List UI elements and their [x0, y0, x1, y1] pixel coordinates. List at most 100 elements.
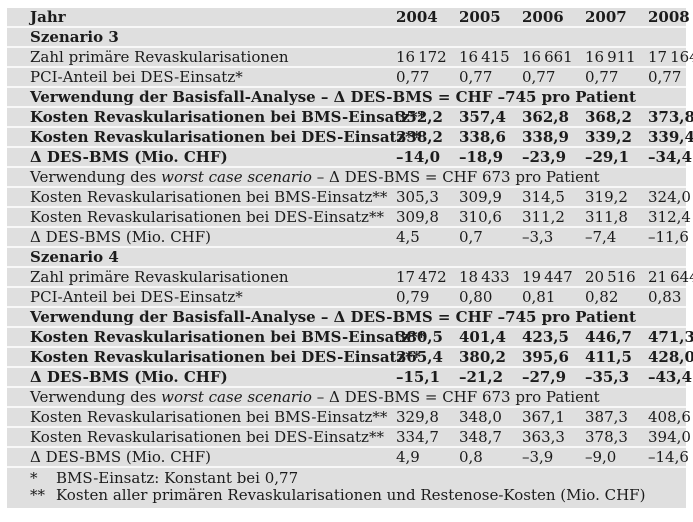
cell-value: 401,4 [459, 328, 506, 346]
footnote: * BMS-Einsatz: Konstant bei 0,77 [30, 470, 686, 487]
cell-value: 387,3 [585, 408, 628, 426]
cell-value: 423,5 [522, 328, 569, 346]
data-row: Kosten Revaskularisationen bei BMS-Einsa… [7, 108, 693, 128]
cell-value: 338,2 [396, 128, 443, 146]
data-row: Zahl primäre Revaskularisationen 16 172 16… [7, 48, 693, 68]
cell-value: 363,3 [522, 428, 565, 446]
subsection-text: Verwendung des [30, 168, 162, 186]
cell-value: 0,77 [648, 68, 682, 86]
data-row: Kosten Revaskularisationen bei DES-Einsa… [7, 208, 691, 228]
cell-value: 310,6 [459, 208, 502, 226]
row-label: Kosten Revaskularisationen bei DES-Einsa… [30, 428, 384, 446]
cell-value: 338,6 [459, 128, 506, 146]
cell-value: 352,2 [396, 108, 443, 126]
column-header-jahr: Jahr [30, 8, 66, 26]
column-header-year: 2004 [396, 8, 438, 26]
footnote: ** Kosten aller primären Revaskularisati… [30, 487, 686, 504]
cell-value: 16 911 [585, 48, 636, 66]
cell-value: 334,7 [396, 428, 439, 446]
row-label: Kosten Revaskularisationen bei BMS-Einsa… [30, 108, 426, 126]
cell-value: 362,8 [522, 108, 569, 126]
subsection-row: Verwendung der Basisfall-Analyse – Δ DES… [7, 88, 686, 108]
cell-value: 380,2 [459, 348, 506, 366]
cell-value: –23,9 [522, 148, 567, 166]
cell-value: 314,5 [522, 188, 565, 206]
cell-value: –29,1 [585, 148, 630, 166]
cell-value: 348,7 [459, 428, 502, 446]
cell-value: 319,2 [585, 188, 628, 206]
table-body: Szenario 3 Zahl primäre Revaskularisation… [7, 28, 693, 468]
row-label: PCI-Anteil bei DES-Einsatz* [30, 288, 243, 306]
data-row: Δ DES-BMS (Mio. CHF) 4,9 0,8 –3,9 –9,0 –14,6 [7, 448, 689, 468]
cell-value: 378,3 [585, 428, 628, 446]
footnote-text: BMS-Einsatz: Konstant bei 0,77 [56, 469, 299, 487]
cell-value: 16 661 [522, 48, 573, 66]
column-header-year: 2005 [459, 8, 501, 26]
row-label: Δ DES-BMS (Mio. CHF) [30, 148, 228, 166]
cell-value: 367,1 [522, 408, 565, 426]
subsection-text: – Δ DES-BMS = CHF 673 pro Patient [311, 388, 600, 406]
data-row: Δ DES-BMS (Mio. CHF) 4,5 0,7 –3,3 –7,4 –11,6 [7, 228, 689, 248]
cell-value: 0,77 [585, 68, 619, 86]
cell-value: 20 516 [585, 268, 636, 286]
row-label: Kosten Revaskularisationen bei DES-Einsa… [30, 128, 421, 146]
data-row: PCI-Anteil bei DES-Einsatz* 0,79 0,80 0,81 0… [7, 288, 686, 308]
cell-value: –18,9 [459, 148, 504, 166]
cell-value: –14,0 [396, 148, 441, 166]
subsection-row: Verwendung der Basisfall-Analyse – Δ DES… [7, 308, 686, 328]
cell-value: 16 172 [396, 48, 447, 66]
column-header-year: 2007 [585, 8, 627, 26]
cell-value: 311,2 [522, 208, 565, 226]
cell-value: –35,3 [585, 368, 630, 386]
cell-value: 339,2 [585, 128, 632, 146]
cell-value: 0,7 [459, 228, 483, 246]
row-label: Zahl primäre Revaskularisationen [30, 268, 289, 286]
cell-value: 305,3 [396, 188, 439, 206]
cell-value: –21,2 [459, 368, 504, 386]
cell-value: 19 447 [522, 268, 573, 286]
cell-value: 0,82 [585, 288, 619, 306]
cell-value: 16 415 [459, 48, 510, 66]
cell-value: 373,8 [648, 108, 693, 126]
row-label: Kosten Revaskularisationen bei BMS-Einsa… [30, 328, 426, 346]
row-label: Kosten Revaskularisationen bei BMS-Einsa… [30, 408, 388, 426]
subsection-text: worst case scenario [161, 168, 312, 186]
cell-value: 365,4 [396, 348, 443, 366]
data-row: Kosten Revaskularisationen bei BMS-Einsa… [7, 328, 693, 348]
cell-value: 309,8 [396, 208, 439, 226]
cell-value: 0,80 [459, 288, 493, 306]
data-table: Jahr 2004 2005 2006 2007 2008 Szenario 3… [7, 8, 693, 508]
cell-value: 324,0 [648, 188, 691, 206]
subsection-text: Verwendung der Basisfall-Analyse – Δ DES… [30, 308, 636, 326]
subsection-text: worst case scenario [161, 388, 312, 406]
data-row: Kosten Revaskularisationen bei DES-Einsa… [7, 348, 693, 368]
cell-value: 0,8 [459, 448, 483, 466]
cell-value: –15,1 [396, 368, 441, 386]
subsection-text: – Δ DES-BMS = CHF 673 pro Patient [311, 168, 600, 186]
cell-value: 411,5 [585, 348, 632, 366]
cell-value: 4,9 [396, 448, 420, 466]
cell-value: 0,77 [396, 68, 430, 86]
cell-value: 357,4 [459, 108, 506, 126]
row-label: Δ DES-BMS (Mio. CHF) [30, 448, 212, 466]
cell-value: 18 433 [459, 268, 510, 286]
cell-value: 428,0 [648, 348, 693, 366]
cell-value: 311,8 [585, 208, 628, 226]
cell-value: 339,4 [648, 128, 693, 146]
data-row: Kosten Revaskularisationen bei DES-Einsa… [7, 428, 691, 448]
footnotes: * BMS-Einsatz: Konstant bei 0,77 ** Kost… [7, 468, 686, 508]
section-row: Szenario 4 [7, 248, 686, 268]
cell-value: 17 164 [648, 48, 693, 66]
row-label: Δ DES-BMS (Mio. CHF) [30, 228, 212, 246]
cell-value: 395,6 [522, 348, 569, 366]
section-label: Szenario 3 [30, 28, 119, 46]
subsection-text: Verwendung des [30, 388, 162, 406]
section-row: Szenario 3 [7, 28, 686, 48]
data-row: Kosten Revaskularisationen bei BMS-Einsa… [7, 188, 691, 208]
cell-value: 394,0 [648, 428, 691, 446]
cell-value: 368,2 [585, 108, 632, 126]
section-label: Szenario 4 [30, 248, 119, 266]
row-label: Kosten Revaskularisationen bei DES-Einsa… [30, 208, 384, 226]
cell-value: 0,83 [648, 288, 682, 306]
row-label: Kosten Revaskularisationen bei BMS-Einsa… [30, 188, 388, 206]
